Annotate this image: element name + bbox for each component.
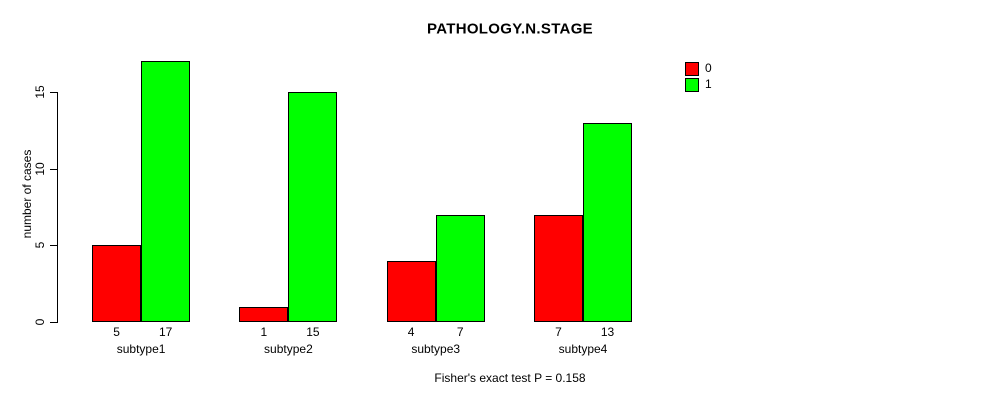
- caption-fishers-test: Fisher's exact test P = 0.158: [434, 371, 586, 385]
- bar-subtype1-series-0: [92, 245, 142, 322]
- bar-subtype4-series-1: [583, 122, 633, 322]
- bar-subtype2-series-0: [239, 306, 289, 322]
- category-label-subtype4: subtype4: [558, 342, 608, 356]
- legend-label-1: 1: [705, 77, 712, 91]
- legend-swatch-1: [685, 77, 699, 92]
- bar-value-label: 17: [158, 325, 173, 339]
- legend-label-0: 0: [705, 61, 712, 75]
- bar-value-label: 7: [456, 325, 464, 339]
- bar-subtype3-series-1: [435, 214, 485, 322]
- bar-subtype1-series-1: [141, 61, 191, 322]
- y-tick-mark: [50, 92, 57, 93]
- y-tick-mark: [50, 245, 57, 247]
- y-tick-label: 0: [33, 318, 47, 326]
- bar-value-label: 13: [600, 325, 615, 339]
- bar-subtype3-series-0: [386, 260, 436, 322]
- y-tick-mark: [50, 168, 57, 170]
- bar-value-label: 5: [113, 325, 120, 339]
- bar-value-label: 4: [407, 325, 415, 339]
- bar-value-label: 7: [555, 325, 562, 339]
- legend-item-1: 1: [685, 77, 712, 92]
- legend: 0 1: [685, 61, 712, 93]
- bar-value-label: 1: [260, 325, 268, 339]
- y-tick-label: 15: [33, 85, 47, 99]
- y-axis-label: number of cases: [20, 149, 34, 239]
- y-axis-line: [57, 92, 58, 323]
- y-tick-mark: [50, 322, 57, 323]
- chart-title: PATHOLOGY.N.STAGE: [427, 20, 593, 38]
- y-tick-label: 10: [33, 161, 47, 176]
- legend-item-0: 0: [685, 61, 712, 76]
- category-label-subtype2: subtype2: [264, 342, 313, 356]
- y-tick-label: 5: [33, 241, 47, 249]
- legend-swatch-0: [685, 61, 699, 76]
- bar-value-label: 15: [306, 325, 320, 339]
- category-label-subtype3: subtype3: [411, 342, 461, 356]
- category-label-subtype1: subtype1: [116, 342, 166, 356]
- bar-subtype4-series-0: [533, 214, 583, 322]
- bar-subtype2-series-1: [288, 92, 338, 322]
